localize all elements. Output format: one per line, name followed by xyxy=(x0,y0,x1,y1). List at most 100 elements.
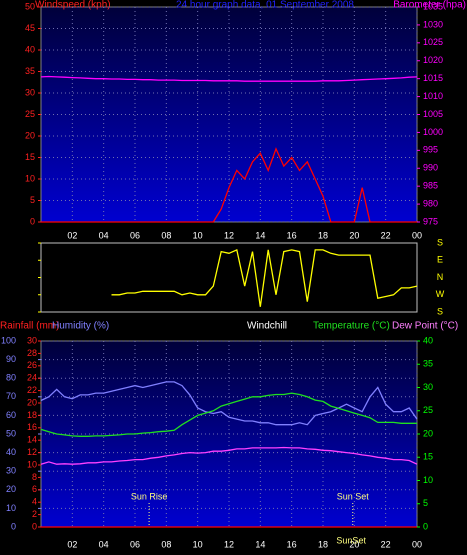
y3-tick-label: 20 xyxy=(27,397,37,407)
x-tick-label: 02 xyxy=(67,539,77,549)
y-tick-label: 100 xyxy=(1,335,16,345)
y2-tick-label: 35 xyxy=(423,359,433,369)
legend-entry: Dew Point (°C) xyxy=(392,321,458,332)
y-tick-label: N xyxy=(437,272,444,282)
y3-tick-label: 14 xyxy=(27,435,37,445)
y3-tick-label: 8 xyxy=(32,472,37,482)
y-tick-label: 0 xyxy=(30,216,35,226)
y-tick-label: 10 xyxy=(6,503,16,513)
y2-axis-label: Barometer (hpa) xyxy=(393,0,466,11)
x-tick-label: 10 xyxy=(193,539,203,549)
series-line xyxy=(40,381,418,426)
series-line xyxy=(40,446,418,465)
x-tick-label: 14 xyxy=(255,539,265,549)
y3-tick-label: 26 xyxy=(27,360,37,370)
y2-tick-label: 1010 xyxy=(423,91,443,101)
y-tick-label: 70 xyxy=(6,391,16,401)
y3-tick-label: 6 xyxy=(32,484,37,494)
y2-tick-label: 15 xyxy=(423,452,433,462)
x-tick-label: 08 xyxy=(161,539,171,549)
y2-tick-label: 20 xyxy=(423,428,433,438)
y2-tick-label: 1005 xyxy=(423,109,443,119)
y2-tick-label: 1030 xyxy=(423,19,443,29)
x-tick-label: 06 xyxy=(130,539,140,549)
x-tick-label: 16 xyxy=(287,230,297,240)
y-tick-label: 60 xyxy=(6,410,16,420)
y2-tick-label: 30 xyxy=(423,382,433,392)
y-tick-label: 20 xyxy=(25,130,35,140)
x-tick-label: 00 xyxy=(412,230,422,240)
y2-tick-label: 1020 xyxy=(423,55,443,65)
series-line xyxy=(111,248,418,307)
y3-tick-label: 10 xyxy=(27,459,37,469)
y-tick-label: 30 xyxy=(6,466,16,476)
x-tick-label: 20 xyxy=(349,539,359,549)
y-tick-label: 20 xyxy=(6,484,16,494)
y-tick-label: 90 xyxy=(6,354,16,364)
y2-tick-label: 985 xyxy=(423,181,438,191)
legend-entry: Rainfall (mm) xyxy=(0,321,59,332)
y-tick-label: 15 xyxy=(25,152,35,162)
y3-tick-label: 0 xyxy=(32,521,37,531)
y2-tick-label: 0 xyxy=(423,521,428,531)
y-tick-label: 5 xyxy=(30,195,35,205)
y2-tick-label: 40 xyxy=(423,335,433,345)
y3-tick-label: 28 xyxy=(27,348,37,358)
y2-tick-label: 995 xyxy=(423,145,438,155)
x-tick-label: 12 xyxy=(224,230,234,240)
annotation: Sun Set xyxy=(337,491,370,501)
y-tick-label: 40 xyxy=(25,44,35,54)
annotation: Sun Rise xyxy=(131,491,168,501)
y-axis-label: Windspeed (kph) xyxy=(35,0,111,11)
y-tick-label: 45 xyxy=(25,23,35,33)
y-tick-label: 25 xyxy=(25,109,35,119)
x-tick-label: 08 xyxy=(161,230,171,240)
y2-tick-label: 990 xyxy=(423,163,438,173)
x-tick-label: 22 xyxy=(381,230,391,240)
x-tick-label: 12 xyxy=(224,539,234,549)
y3-tick-label: 16 xyxy=(27,422,37,432)
x-tick-label: 04 xyxy=(99,230,109,240)
y3-tick-label: 30 xyxy=(27,335,37,345)
y2-tick-label: 980 xyxy=(423,198,438,208)
x-tick-label: 18 xyxy=(318,539,328,549)
legend-entry: Windchill xyxy=(247,321,287,332)
y2-tick-label: 975 xyxy=(423,216,438,226)
series-line xyxy=(41,147,417,223)
x-tick-label: 18 xyxy=(318,230,328,240)
x-tick-label: 00 xyxy=(412,539,422,549)
y-tick-label: S xyxy=(437,237,443,247)
y-tick-label: W xyxy=(436,289,445,299)
y-tick-label: S xyxy=(437,306,443,316)
y2-tick-label: 1015 xyxy=(423,73,443,83)
x-tick-label: 06 xyxy=(130,230,140,240)
x-tick-label: 16 xyxy=(287,539,297,549)
y3-tick-label: 22 xyxy=(27,385,37,395)
y2-tick-label: 1000 xyxy=(423,127,443,137)
x-tick-label: 22 xyxy=(381,539,391,549)
y2-tick-label: 10 xyxy=(423,475,433,485)
x-tick-label: 04 xyxy=(99,539,109,549)
y2-tick-label: 5 xyxy=(423,498,428,508)
y-tick-label: 10 xyxy=(25,173,35,183)
series-line xyxy=(40,392,417,437)
y3-tick-label: 4 xyxy=(32,497,37,507)
y-tick-label: 40 xyxy=(6,447,16,457)
x-tick-label: 10 xyxy=(193,230,203,240)
y-tick-label: 80 xyxy=(6,373,16,383)
annotation: SunSet xyxy=(336,535,366,545)
y-tick-label: E xyxy=(437,255,443,265)
y3-tick-label: 24 xyxy=(27,373,37,383)
x-tick-label: 20 xyxy=(349,230,359,240)
x-tick-label: 02 xyxy=(67,230,77,240)
y2-tick-label: 1025 xyxy=(423,37,443,47)
y-tick-label: 30 xyxy=(25,87,35,97)
y2-tick-label: 25 xyxy=(423,405,433,415)
y3-tick-label: 2 xyxy=(32,509,37,519)
y-tick-label: 0 xyxy=(11,521,16,531)
y3-tick-label: 18 xyxy=(27,410,37,420)
legend-entry: Humidity (%) xyxy=(52,321,109,332)
y-tick-label: 50 xyxy=(6,428,16,438)
series-line xyxy=(40,75,418,82)
